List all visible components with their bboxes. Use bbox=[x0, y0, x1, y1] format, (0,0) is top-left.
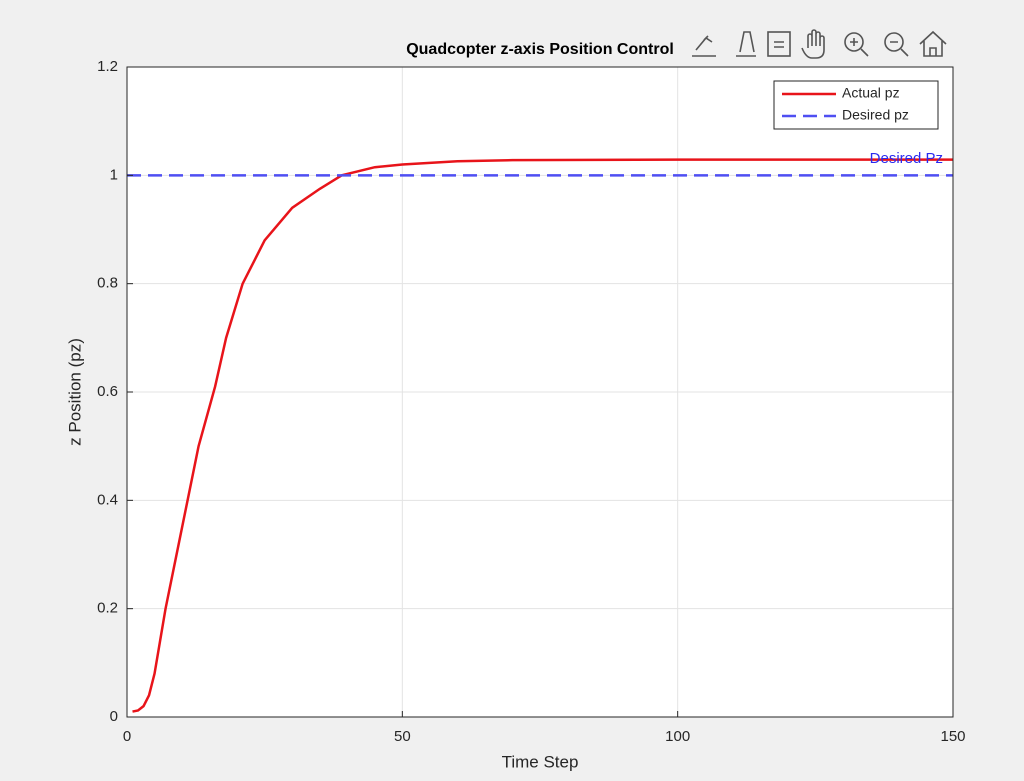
y-axis-label: z Position (pz) bbox=[65, 338, 84, 446]
toolbar-zoom-out[interactable] bbox=[884, 32, 904, 52]
annotation: Desired Pz bbox=[870, 150, 943, 167]
x-tick-label: 150 bbox=[940, 728, 965, 745]
x-tick-label: 0 bbox=[123, 728, 131, 745]
y-tick-label: 1 bbox=[110, 166, 118, 183]
toolbar-export[interactable] bbox=[692, 35, 716, 57]
y-tick-label: 0.8 bbox=[97, 275, 118, 292]
legend-label: Desired pz bbox=[842, 107, 909, 123]
x-tick-label: 100 bbox=[665, 728, 690, 745]
toolbar-pan[interactable] bbox=[801, 29, 825, 59]
toolbar-home[interactable] bbox=[919, 30, 947, 57]
y-tick-label: 0.6 bbox=[97, 383, 118, 400]
y-tick-label: 0.2 bbox=[97, 600, 118, 617]
plot: Desired Pz bbox=[127, 150, 953, 713]
x-tick-label: 50 bbox=[394, 728, 411, 745]
legend-box bbox=[773, 80, 939, 130]
legend-label: Actual pz bbox=[842, 85, 900, 101]
chart-title: Quadcopter z-axis Position Control bbox=[406, 41, 674, 58]
legend: Actual pz Desired pz bbox=[773, 80, 939, 130]
toolbar-datatip-lines bbox=[774, 41, 784, 48]
toolbar-zoom-in-mark bbox=[850, 38, 869, 57]
x-axis-label: Time Step bbox=[502, 752, 579, 771]
y-tick-label: 0 bbox=[110, 708, 118, 725]
y-tick-label: 1.2 bbox=[97, 58, 118, 75]
toolbar-datatip[interactable] bbox=[767, 31, 791, 57]
toolbar-zoom-out-mark bbox=[890, 41, 909, 57]
series-line bbox=[132, 158, 953, 713]
y-tick-label: 0.4 bbox=[97, 491, 118, 508]
toolbar-brush[interactable] bbox=[736, 31, 756, 57]
toolbar-zoom-in[interactable] bbox=[844, 32, 864, 52]
toolbar bbox=[686, 24, 954, 64]
